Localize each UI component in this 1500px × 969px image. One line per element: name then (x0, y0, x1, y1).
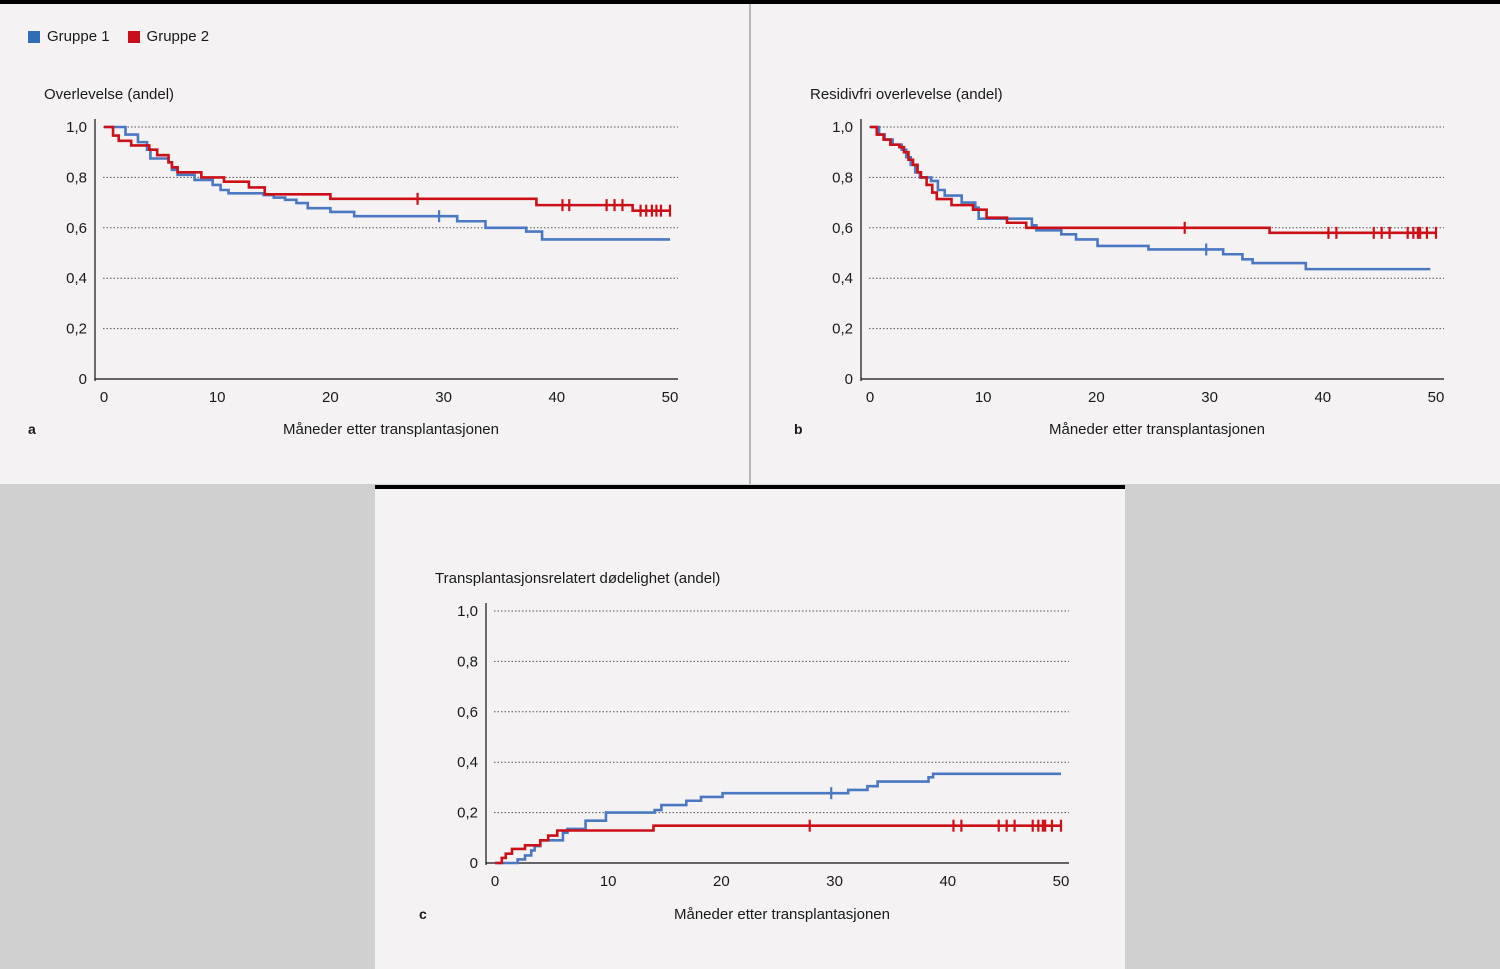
y-tick-label: 0,2 (457, 805, 478, 822)
panel-letter: a (28, 421, 36, 437)
chart-panel-b: 0 0,2 0,4 0,6 0,8 1,0 0 10 20 30 40 50 Residivfri ov… (794, 86, 1444, 438)
panel-letter: c (419, 906, 427, 922)
x-tick-label: 40 (1314, 389, 1331, 406)
legend-item-gruppe-1: Gruppe 1 (28, 28, 110, 45)
x-tick-label: 30 (435, 389, 452, 406)
legend-swatch-blue (28, 30, 40, 43)
x-tick-label: 10 (600, 873, 617, 890)
y-tick-label: 0,4 (457, 754, 478, 771)
panel-divider (749, 4, 751, 484)
series-line-gruppe-1 (495, 772, 1061, 865)
top-border (0, 0, 1500, 4)
x-tick-label: 10 (209, 389, 226, 406)
y-tick-label: 0,2 (832, 321, 853, 338)
y-tick-label: 1,0 (457, 603, 478, 620)
y-tick-label: 1,0 (832, 119, 853, 136)
panel-c-background (375, 485, 1125, 969)
legend-item-gruppe-2: Gruppe 2 (127, 28, 210, 45)
x-tick-label: 40 (939, 873, 956, 890)
series-line-gruppe-2 (495, 824, 1061, 865)
legend-label: Gruppe 2 (146, 28, 210, 45)
x-axis-title: Måneder etter transplantasjonen (1049, 421, 1265, 438)
x-tick-label: 50 (1053, 873, 1070, 890)
series-line-gruppe-2 (104, 125, 670, 212)
y-tick-label: 0,6 (66, 220, 87, 237)
legend-label: Gruppe 1 (47, 28, 110, 45)
x-tick-label: 30 (826, 873, 843, 890)
x-tick-label: 0 (491, 873, 499, 890)
y-tick-label: 0,8 (66, 169, 87, 186)
series-line-gruppe-1 (870, 125, 1431, 271)
x-tick-label: 10 (975, 389, 992, 406)
y-tick-label: 0,8 (832, 169, 853, 186)
y-tick-label: 0 (79, 371, 87, 388)
chart-panel-a: 0 0,2 0,4 0,6 0,8 1,0 0 10 20 30 40 50 Overlevelse (… (28, 86, 678, 438)
y-axis-title: Transplantasjonsrelatert dødelighet (and… (435, 570, 720, 587)
y-tick-label: 0,6 (832, 220, 853, 237)
y-tick-label: 1,0 (66, 119, 87, 136)
x-tick-label: 20 (713, 873, 730, 890)
x-tick-label: 30 (1201, 389, 1218, 406)
y-tick-label: 0,4 (66, 270, 87, 287)
panel-letter: b (794, 421, 803, 437)
y-tick-label: 0 (845, 371, 853, 388)
legend: Gruppe 1 Gruppe 2 (28, 28, 209, 45)
y-tick-label: 0,6 (457, 704, 478, 721)
x-tick-label: 50 (662, 389, 679, 406)
series-line-gruppe-1 (104, 125, 670, 241)
x-axis-title: Måneder etter transplantasjonen (674, 906, 890, 923)
y-axis-title: Overlevelse (andel) (44, 86, 174, 103)
y-tick-label: 0 (470, 855, 478, 872)
x-tick-label: 0 (866, 389, 874, 406)
y-tick-label: 0,4 (832, 270, 853, 287)
x-tick-label: 20 (1088, 389, 1105, 406)
x-tick-label: 20 (322, 389, 339, 406)
y-tick-label: 0,2 (66, 321, 87, 338)
x-tick-label: 0 (100, 389, 108, 406)
series-line-gruppe-2 (870, 125, 1436, 235)
x-tick-label: 40 (548, 389, 565, 406)
panel-c-top-border (375, 485, 1125, 489)
x-axis-title: Måneder etter transplantasjonen (283, 421, 499, 438)
y-axis-title: Residivfri overlevelse (andel) (810, 86, 1003, 103)
x-tick-label: 50 (1428, 389, 1445, 406)
legend-swatch-red (127, 30, 140, 43)
y-tick-label: 0,8 (457, 653, 478, 670)
chart-panel-c: 0 0,2 0,4 0,6 0,8 1,0 0 10 20 30 40 50 Transplantasj… (419, 570, 1069, 923)
